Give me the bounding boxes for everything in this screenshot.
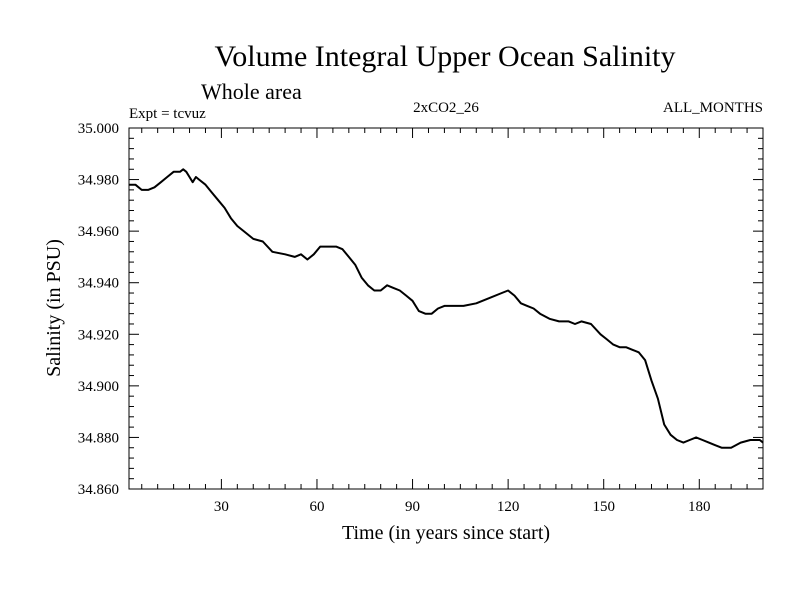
- x-tick-label: 120: [497, 499, 520, 515]
- x-tick-label: 150: [592, 499, 615, 515]
- y-tick-label: 34.860: [78, 482, 119, 498]
- y-tick-label: 34.900: [78, 379, 119, 395]
- y-axis-ticks: [129, 127, 763, 490]
- y-axis-tick-labels: 34.860 34.880 34.900 34.920 34.940 34.960 34.9…: [78, 121, 119, 498]
- x-axis-label: Time (in years since start): [342, 522, 550, 544]
- chart-title: Volume Integral Upper Ocean Salinity: [215, 40, 676, 73]
- months-label: ALL_MONTHS: [663, 100, 763, 116]
- y-tick-label: 35.000: [78, 121, 119, 137]
- x-tick-label: 30: [214, 499, 229, 515]
- y-axis-label: Salinity (in PSU): [43, 239, 65, 377]
- scenario-label: 2xCO2_26: [413, 100, 479, 116]
- x-axis-tick-labels: 30 60 90 120 150 180: [214, 499, 711, 515]
- chart-subtitle: Whole area: [201, 79, 302, 104]
- x-axis-ticks: [141, 128, 748, 489]
- y-tick-label: 34.980: [78, 173, 119, 189]
- y-tick-label: 34.920: [78, 327, 119, 343]
- y-tick-label: 34.940: [78, 276, 119, 292]
- x-tick-label: 180: [688, 499, 711, 515]
- salinity-series-line: [129, 168, 764, 449]
- experiment-label: Expt = tcvuz: [129, 106, 206, 122]
- x-tick-label: 60: [309, 499, 324, 515]
- y-tick-label: 34.880: [78, 430, 119, 446]
- plot-frame: [128, 127, 764, 490]
- y-tick-label: 34.960: [78, 224, 119, 240]
- x-tick-label: 90: [405, 499, 420, 515]
